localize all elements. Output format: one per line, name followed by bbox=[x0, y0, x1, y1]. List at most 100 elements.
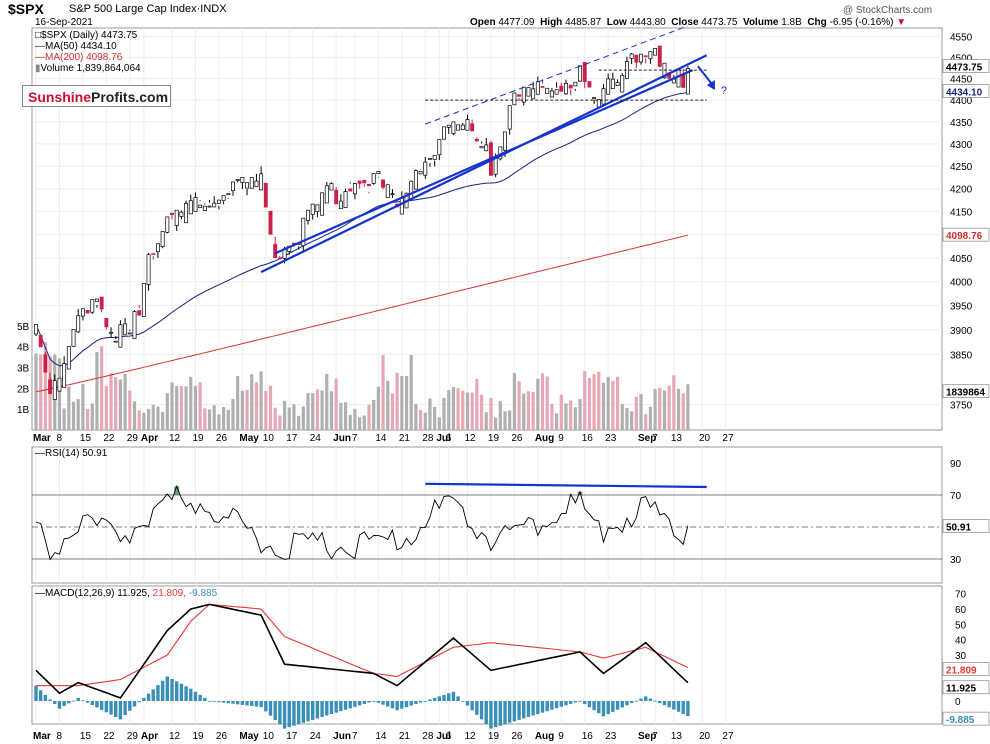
x-tick-label-bottom: 6 bbox=[446, 731, 452, 742]
volume-bar bbox=[156, 406, 160, 430]
volume-bar bbox=[531, 391, 535, 430]
high-value: 4485.87 bbox=[565, 17, 602, 28]
volume-bar bbox=[175, 386, 179, 430]
volume-bar bbox=[615, 376, 620, 430]
macd-histogram-bar bbox=[278, 701, 282, 725]
macd-histogram-bar bbox=[517, 701, 521, 720]
macd-histogram-bar bbox=[644, 696, 648, 701]
macd-histogram-bar bbox=[522, 701, 526, 719]
x-tick-label: 12 bbox=[169, 433, 181, 444]
macd-histogram-bar bbox=[282, 701, 287, 729]
volume-bar bbox=[43, 342, 47, 430]
candle-body bbox=[432, 154, 437, 160]
macd-histogram-bar bbox=[540, 701, 545, 713]
volume-bar bbox=[118, 379, 123, 430]
volume-bar bbox=[653, 389, 657, 430]
candle-body bbox=[601, 88, 606, 105]
rsi-line bbox=[35, 484, 689, 561]
macd-histogram-bar bbox=[348, 701, 352, 709]
macd-histogram-bar bbox=[315, 701, 320, 719]
volume-bar bbox=[536, 378, 540, 430]
candle-icon: □ bbox=[35, 30, 42, 41]
macd-histogram-bar bbox=[212, 701, 216, 702]
volume-bar bbox=[325, 373, 329, 430]
macd-histogram-bar bbox=[221, 701, 226, 703]
candle-body bbox=[352, 183, 357, 195]
candle-body bbox=[207, 205, 212, 208]
macd-histogram-bar bbox=[592, 701, 596, 711]
volume-bar bbox=[287, 407, 291, 430]
candle-body bbox=[399, 197, 404, 215]
macd-histogram-bar bbox=[254, 701, 259, 707]
volume-bar bbox=[597, 371, 601, 430]
candle-body bbox=[235, 179, 240, 181]
forecast-arrow-icon bbox=[697, 65, 713, 85]
price-tick-label: 4350 bbox=[950, 118, 973, 129]
volume-bar bbox=[348, 414, 352, 430]
macd-histogram-bar bbox=[226, 701, 230, 704]
candle-body bbox=[582, 62, 587, 82]
candle-body bbox=[160, 231, 165, 248]
volume-bar bbox=[386, 380, 390, 430]
volume-bar bbox=[222, 407, 226, 430]
x-tick-label: 12 bbox=[464, 433, 476, 444]
candle-body bbox=[390, 193, 395, 196]
rsi-flag-box bbox=[942, 519, 990, 533]
volume-bar bbox=[301, 406, 305, 430]
price-tick-label: 3850 bbox=[950, 350, 973, 361]
volume-bar bbox=[639, 394, 643, 430]
volume-bar bbox=[395, 372, 399, 430]
rsi-overbought-fill bbox=[174, 486, 180, 495]
macd-histogram-bar bbox=[437, 696, 442, 701]
macd-histogram-bar bbox=[564, 701, 568, 706]
copyright: @ StockCharts.com bbox=[843, 5, 933, 16]
volume-bar bbox=[564, 403, 568, 430]
x-tick-label-bottom: 10 bbox=[263, 731, 275, 742]
rsi-panel-frame bbox=[31, 446, 943, 584]
macd-histogram-bar bbox=[423, 701, 427, 702]
candle-body bbox=[95, 298, 99, 302]
volume-bar bbox=[161, 411, 165, 430]
candle-body bbox=[657, 45, 662, 67]
rsi-flag: 50.91 bbox=[946, 523, 971, 534]
volume-bar bbox=[601, 382, 606, 430]
candle-body bbox=[184, 203, 189, 224]
x-tick-label: 27 bbox=[722, 433, 734, 444]
x-tick-label: 24 bbox=[310, 433, 322, 444]
macd-histogram-bar bbox=[142, 697, 146, 701]
candle-body bbox=[465, 119, 470, 131]
x-tick-label: 13 bbox=[671, 433, 683, 444]
candle-body bbox=[320, 192, 325, 216]
candle-body bbox=[512, 92, 517, 106]
x-tick-label: 22 bbox=[103, 433, 115, 444]
volume-bar bbox=[343, 402, 348, 430]
macd-histogram-bar bbox=[381, 701, 385, 705]
x-tick-label-bottom: Apr bbox=[141, 731, 158, 742]
macd-histogram-bar bbox=[71, 700, 76, 702]
macd-histogram-bar bbox=[601, 701, 606, 717]
macd-histogram-bar bbox=[428, 699, 432, 701]
volume-bar bbox=[578, 399, 582, 430]
volume-bar bbox=[151, 404, 155, 430]
macd-histogram-bar bbox=[343, 701, 348, 710]
macd-histogram-bar bbox=[109, 701, 113, 715]
macd-histogram-bar bbox=[465, 701, 470, 706]
signal-value: 21.809, bbox=[152, 588, 187, 599]
candle-body bbox=[592, 97, 597, 99]
volume-bar bbox=[231, 399, 235, 430]
rsi-tick-label: 70 bbox=[950, 491, 962, 502]
candle-body bbox=[381, 179, 386, 188]
candle-body bbox=[643, 55, 648, 58]
volume-bar bbox=[142, 412, 146, 430]
volume-bar bbox=[282, 400, 287, 430]
candle-body bbox=[568, 84, 573, 89]
volume-bar bbox=[198, 382, 202, 430]
candle-body bbox=[57, 377, 62, 392]
volume-bar bbox=[90, 403, 94, 430]
x-tick-label-bottom: 27 bbox=[722, 731, 734, 742]
price-tick-label: 3900 bbox=[950, 326, 973, 337]
macd-histogram-bar bbox=[432, 697, 437, 701]
volume-bar bbox=[587, 377, 592, 430]
candle-body bbox=[610, 78, 615, 90]
volume-bar bbox=[489, 397, 493, 430]
